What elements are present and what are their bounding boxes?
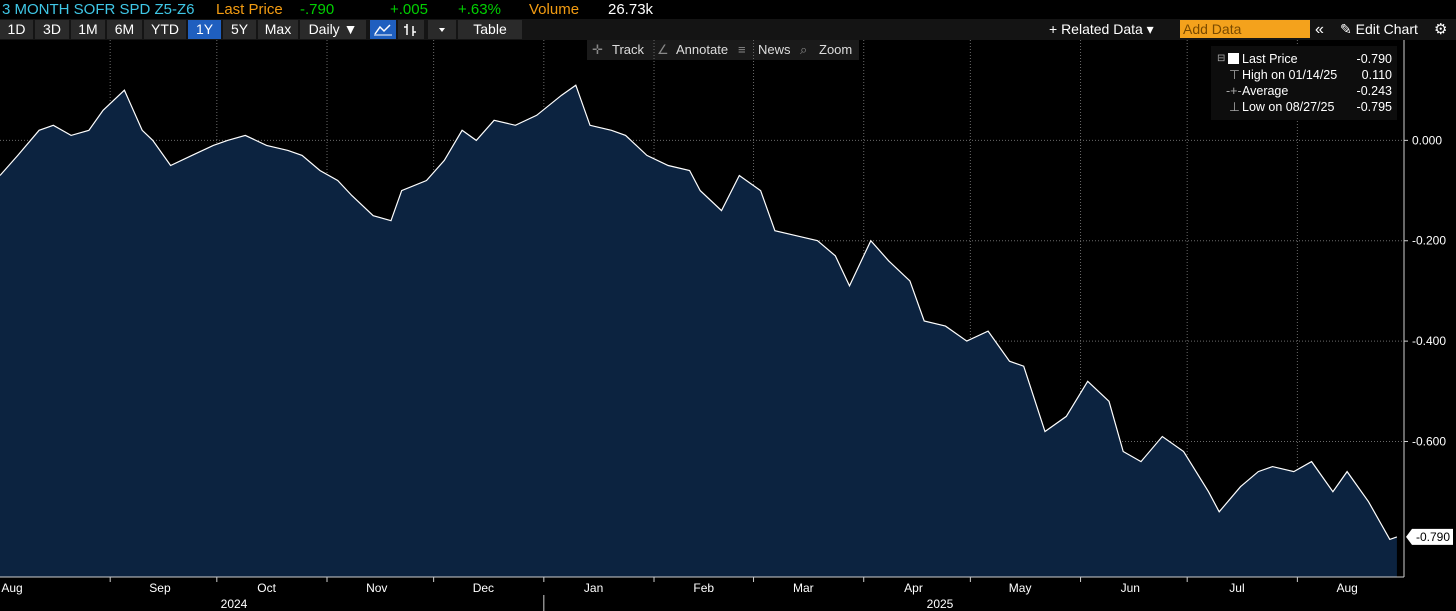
frequency-dropdown[interactable]: Daily ▼ [300,20,366,39]
track-icon: ✛ [592,42,603,57]
x-tick-label: Mar [793,581,814,595]
legend-high-value: 0.110 [1361,68,1392,82]
zoom-icon: ⌕ [800,42,808,57]
last-price-swatch [1228,53,1239,64]
range-1d-button[interactable]: 1D [0,20,33,39]
last-value-label: -0.790 [1416,530,1450,544]
chart-legend: ⊟ Last Price -0.790 ⊤ High on 01/14/25 0… [1211,46,1397,120]
y-tick-label: -0.200 [1412,234,1446,248]
last-price-label: Last Price [216,1,283,18]
range-1m-button[interactable]: 1M [71,20,105,39]
x-tick-label: Dec [473,581,494,595]
collapse-button[interactable]: « [1315,21,1324,38]
zoom-button[interactable]: Zoom [819,42,853,57]
chart-tools-bar: ✛ Track ∠ Annotate ≡ News ⌕ Zoom [587,40,859,60]
x-tick-label: Sep [149,581,171,595]
range-5y-button[interactable]: 5Y [223,20,256,39]
x-tick-label: Oct [257,581,276,595]
year-label: 2025 [927,597,954,611]
high-marker-icon: ⊤ [1229,68,1240,82]
price-area-fill [0,85,1397,577]
volume-label: Volume [529,1,580,18]
y-tick-label: -0.600 [1412,434,1446,448]
legend-expand-icon[interactable]: ⊟ [1217,53,1226,64]
legend-last-price-label: Last Price [1242,52,1298,66]
add-data-input[interactable]: Add Data [1180,20,1310,38]
x-tick-label: Jul [1229,581,1244,595]
x-tick-label: Aug [1,581,22,595]
legend-low-label: Low on 08/27/25 [1242,100,1335,114]
settings-gear-icon[interactable]: ⚙ [1434,21,1448,38]
change-value: +.005 [390,1,428,18]
x-tick-label: Aug [1336,581,1357,595]
edit-chart-button[interactable]: ✎ Edit Chart [1340,21,1418,37]
legend-low-value: -0.795 [1356,100,1392,114]
bar-chart-type-icon[interactable] [398,20,424,39]
line-chart-type-icon[interactable] [370,20,396,39]
legend-average-value: -0.243 [1356,84,1392,98]
low-marker-icon: ⊥ [1229,100,1240,114]
annotate-button[interactable]: Annotate [676,42,729,57]
y-tick-label: -0.400 [1412,334,1446,348]
legend-last-price-value: -0.790 [1356,52,1392,66]
chart-type-dropdown-icon[interactable] [428,20,456,39]
track-button[interactable]: Track [612,42,645,57]
volume-value: 26.73k [608,1,654,18]
price-line [0,84,1398,541]
range-max-button[interactable]: Max [258,20,298,39]
news-icon: ≡ [738,42,746,57]
change-pct-value: +.63% [458,1,501,18]
table-button[interactable]: Table [458,20,522,39]
chart-toolbar: 1D 3D 1M 6M YTD 1Y 5Y Max Daily ▼ Table … [0,19,1456,40]
range-1y-button[interactable]: 1Y [188,20,221,39]
annotate-icon: ∠ [657,42,669,57]
average-marker-icon: -+- [1226,84,1242,98]
news-button[interactable]: News [758,42,791,57]
ticker-label[interactable]: 3 MONTH SOFR SPD Z5-Z6 [2,1,195,18]
security-header: 3 MONTH SOFR SPD Z5-Z6 Last Price -.790 … [0,0,1456,19]
x-tick-label: Apr [904,581,923,595]
last-value-tag [1406,528,1453,545]
year-label: 2024 [221,597,248,611]
y-tick-label: 0.000 [1412,133,1442,147]
range-ytd-button[interactable]: YTD [144,20,186,39]
x-tick-label: Feb [693,581,714,595]
legend-high-label: High on 01/14/25 [1242,68,1338,82]
range-3d-button[interactable]: 3D [35,20,69,39]
related-data-button[interactable]: + Related Data ▾ [1049,21,1154,37]
last-price-value: -.790 [300,1,335,18]
x-tick-label: Nov [366,581,387,595]
legend-average-label: Average [1242,84,1289,98]
range-6m-button[interactable]: 6M [107,20,142,39]
x-tick-label: May [1009,581,1032,595]
x-tick-label: Jan [584,581,603,595]
x-tick-label: Jun [1121,581,1140,595]
